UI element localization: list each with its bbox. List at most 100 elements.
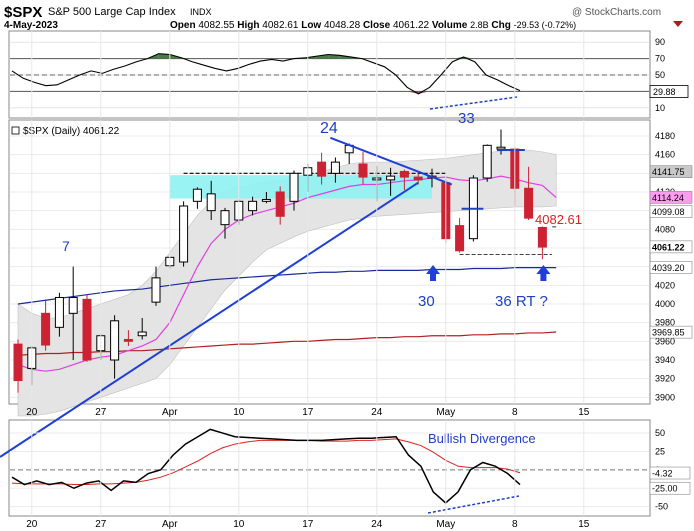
price-tick-label: 3960 — [655, 336, 675, 346]
x-tick-label: 27 — [95, 519, 107, 530]
price-value-box — [649, 205, 693, 218]
resistance-zone — [169, 175, 433, 199]
ohlc-line: Open 4082.55 High 4082.61 Low 4048.28 Cl… — [170, 20, 576, 31]
price-tick-label: 3920 — [655, 374, 675, 384]
exchange: INDX — [190, 7, 212, 17]
price-value-label: 4141.75 — [652, 167, 685, 177]
price-tick-label: 4000 — [655, 299, 675, 309]
candle-body — [386, 175, 396, 181]
macd-divergence-line — [427, 495, 520, 514]
rsi-tick-label: 10 — [655, 103, 665, 113]
price-tick-label: 4080 — [655, 224, 675, 234]
candle-body — [137, 331, 147, 337]
x-tick-label: May — [436, 407, 455, 418]
x-tick-label: 17 — [302, 407, 314, 418]
price-tick-label: 3980 — [655, 318, 675, 328]
price-value-label: 4039.20 — [652, 263, 685, 273]
price-value-label: 3969.85 — [652, 328, 685, 338]
chart-header: $SPX S&P 500 Large Cap Index INDX @ Stoc… — [4, 4, 683, 31]
rsi-panel: 103050709029.88 — [10, 37, 689, 113]
annotation-30: 30 — [418, 293, 435, 310]
x-tick-label: 27 — [95, 407, 107, 418]
rsi-overbought-fill — [158, 53, 171, 59]
x-tick-label: 20 — [26, 407, 38, 418]
price-tick-label: 3900 — [655, 392, 675, 402]
macd-value-box — [649, 481, 691, 495]
watermark: @ StockCharts.com — [572, 7, 661, 18]
x-tick-label: 8 — [512, 407, 518, 418]
price-value-box — [649, 191, 693, 204]
ma-50-line — [17, 267, 557, 305]
rsi-panel-frame — [8, 30, 651, 119]
annotation-33: 33 — [458, 110, 475, 127]
rsi-value-box — [649, 85, 689, 98]
symbol: $SPX — [4, 4, 42, 21]
rsi-overbought-fill — [316, 54, 329, 59]
macd-tick-label: -50 — [655, 502, 668, 512]
price-value-label: 4114.24 — [652, 193, 684, 203]
candle-body — [275, 191, 285, 217]
macd-line — [11, 428, 521, 504]
ma-200-line — [17, 331, 557, 356]
macd-tick-label: 25 — [655, 446, 665, 456]
annotation-36-rt: 36 RT ? — [495, 293, 548, 310]
macd-panel-frame — [8, 419, 651, 517]
macd-value-label: -25.00 — [652, 484, 678, 494]
candle-body — [110, 320, 120, 361]
price-tick-label: 3940 — [655, 355, 675, 365]
candle-body — [413, 176, 423, 181]
chart-date: 4-May-2023 — [4, 20, 58, 31]
bullish-divergence-label: Bullish Divergence — [428, 431, 536, 446]
price-tick-label: 4020 — [655, 280, 675, 290]
rsi-tick-label: 50 — [655, 70, 665, 80]
legend-swatch — [11, 126, 20, 135]
candle-body — [261, 198, 271, 202]
x-tick-label: 20 — [26, 519, 38, 530]
price-value-label: 4061.22 — [652, 242, 685, 252]
x-tick-label: 15 — [578, 407, 590, 418]
price-panel-title: $SPX (Daily) 4061.22 — [23, 126, 120, 137]
annotation-24: 24 — [320, 120, 338, 137]
candle-body — [54, 296, 64, 328]
annotation-7: 7 — [62, 238, 70, 254]
candle-body — [220, 210, 230, 226]
candle-body — [206, 193, 216, 212]
x-tick-label: Apr — [162, 407, 178, 418]
candle-body — [13, 343, 23, 382]
candle-body — [482, 144, 492, 179]
macd-value-label: -4.32 — [652, 469, 673, 479]
annotation-4082: 4082.61 — [535, 212, 582, 227]
candle-body — [455, 225, 465, 252]
dropdown-arrow-icon[interactable] — [673, 21, 683, 27]
x-tick-label: 24 — [371, 407, 383, 418]
price-value-box — [649, 165, 693, 178]
candle-body — [192, 188, 202, 202]
candle-body — [248, 200, 258, 212]
macd-value-box — [649, 466, 691, 480]
x-tick-label: 24 — [371, 519, 383, 530]
rsi-tick-label: 70 — [655, 54, 665, 64]
candle-body — [537, 226, 547, 248]
candle-body — [123, 338, 133, 342]
ma-20-line — [17, 175, 557, 372]
price-value-box — [649, 261, 693, 274]
x-tick-label: 17 — [302, 519, 314, 530]
candle-body — [358, 163, 368, 178]
price-value-box — [649, 240, 693, 254]
up-arrow-icon — [426, 265, 440, 281]
price-panel: 3900392039403960398040004020404040604080… — [0, 110, 693, 458]
candle-body — [151, 277, 161, 303]
rsi-value-label: 29.88 — [653, 87, 676, 97]
price-tick-label: 4160 — [655, 150, 675, 160]
up-arrow-icon — [536, 265, 551, 281]
rsi-tick-label: 90 — [655, 37, 665, 47]
candle-body — [399, 170, 409, 178]
rsi-line — [11, 53, 521, 95]
candle-body — [179, 205, 189, 263]
x-tick-label: 15 — [578, 519, 590, 530]
x-tick-label: Apr — [162, 519, 178, 530]
x-tick-label: May — [436, 519, 455, 530]
price-tick-label: 4180 — [655, 131, 675, 141]
x-axis: 20 20 27 27 Apr Apr 10 10 17 17 24 24 May May 8 8 15 15 — [26, 31, 590, 530]
